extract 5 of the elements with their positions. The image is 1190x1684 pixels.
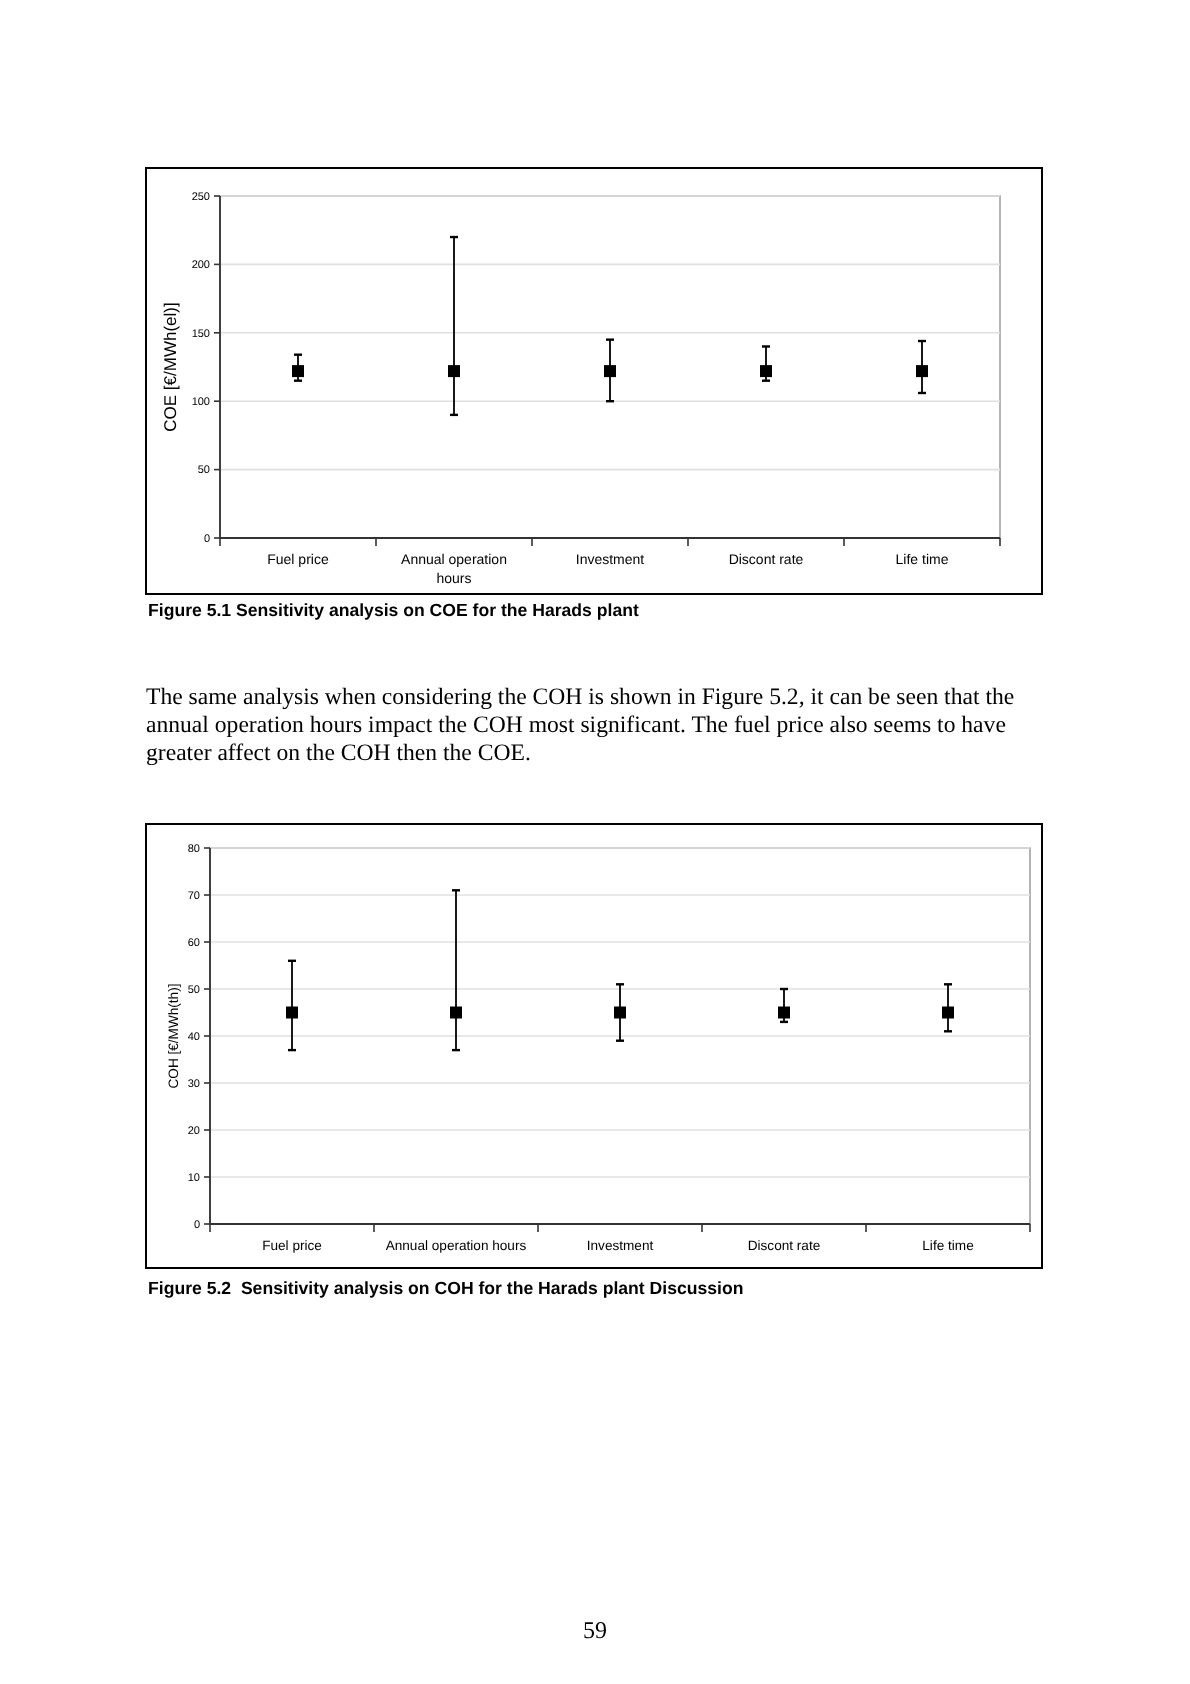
text: Figure 5.2 Sensitivity analysis on COH for the Harads plant Discussion: [148, 1278, 744, 1298]
text: 59: [583, 1616, 607, 1644]
y-axis-title: COE [€/MWh(el)]: [160, 302, 180, 432]
text: Figure 5.1 Sensitivity analysis on COE for the Harads plant: [148, 600, 639, 620]
text: The same analysis when considering the COH is shown in Figure 5.2, it can be seen that the annual operation hours impact the COH most significant. The fuel price also seems to have greater affect on the COH then the COE.: [146, 682, 1015, 766]
